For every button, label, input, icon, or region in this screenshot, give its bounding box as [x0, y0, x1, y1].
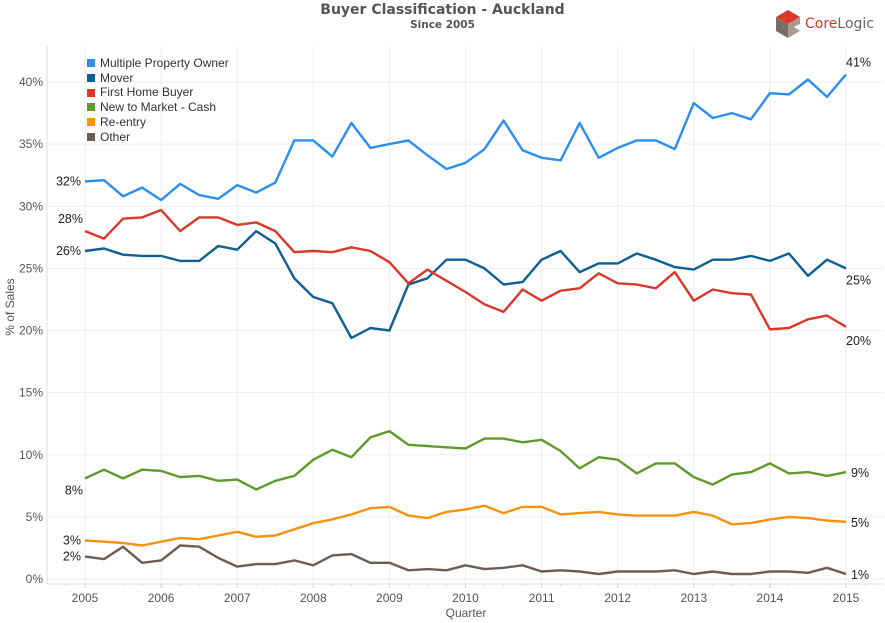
end-labels: 32% 41% 26% 25% 28% 20% 8% 9% 3% 5% 2% 1%	[56, 56, 871, 582]
legend-item-multiple-property-owner: Multiple Property Owner	[87, 56, 229, 71]
legend-item-first-home-buyer: First Home Buyer	[87, 85, 229, 100]
series-lines	[84, 73, 847, 576]
y-axis-title: % of Sales	[3, 278, 17, 335]
x-tick-label: 2011	[529, 591, 555, 605]
x-tick-label: 2006	[148, 591, 175, 605]
start-label-new-to-market-cash: 8%	[65, 483, 83, 497]
y-tick-label: 5%	[26, 510, 44, 524]
y-tick-label: 20%	[19, 324, 43, 338]
legend: Multiple Property Owner Mover First Home B…	[87, 56, 229, 144]
y-tick-label: 25%	[19, 261, 43, 275]
legend-swatch-new-to-market-cash	[87, 103, 95, 112]
x-tick-label: 2005	[72, 591, 99, 605]
x-tick-label: 2007	[224, 591, 251, 605]
y-tick-label: 40%	[19, 75, 43, 89]
legend-swatch-other	[87, 132, 95, 141]
x-tick-label: 2015	[833, 591, 860, 605]
legend-label: New to Market - Cash	[100, 100, 217, 115]
legend-swatch-mover	[87, 74, 95, 83]
legend-item-mover: Mover	[87, 71, 229, 86]
y-tick-label: 15%	[19, 386, 43, 400]
legend-swatch-re-entry	[87, 118, 95, 127]
legend-item-other: Other	[87, 130, 229, 145]
legend-swatch-first-home-buyer	[87, 88, 95, 97]
axes: 2005 2006 2007 2008 2009 2010 2011 2012 2013 2014…	[19, 46, 884, 605]
start-label-multiple-property-owner: 32%	[56, 174, 81, 188]
end-label-other: 1%	[851, 568, 869, 582]
legend-label: First Home Buyer	[100, 85, 194, 100]
grid	[47, 46, 884, 584]
legend-label: Multiple Property Owner	[100, 56, 229, 70]
corelogic-logo: CoreLogic	[773, 8, 883, 40]
x-tick-label: 2010	[452, 591, 479, 605]
end-label-new-to-market-cash: 9%	[851, 466, 869, 480]
y-tick-label: 0%	[26, 572, 44, 586]
end-label-mover: 25%	[846, 273, 871, 287]
x-tick-label: 2014	[757, 591, 784, 605]
legend-item-re-entry: Re-entry	[87, 115, 229, 130]
logo-text-logic: Logic	[837, 16, 874, 32]
chart-title: Buyer Classification - Auckland	[320, 2, 565, 18]
start-label-first-home-buyer: 28%	[58, 212, 83, 226]
start-label-re-entry: 3%	[63, 533, 81, 547]
x-axis-title: Quarter	[446, 606, 487, 620]
x-tick-label: 2008	[300, 591, 327, 605]
logo-text: CoreLogic	[805, 16, 874, 32]
logo-cube-icon	[776, 10, 800, 38]
y-tick-label: 35%	[19, 137, 43, 151]
chart-subtitle: Since 2005	[410, 19, 475, 31]
logo-text-core: Core	[805, 16, 838, 32]
legend-swatch-multiple-property-owner	[87, 59, 95, 68]
x-tick-label: 2009	[376, 591, 403, 605]
start-label-mover: 26%	[56, 244, 81, 258]
legend-label: Mover	[100, 70, 134, 85]
legend-item-new-to-market-cash: New to Market - Cash	[87, 100, 229, 115]
legend-label: Re-entry	[100, 114, 147, 129]
x-tick-label: 2013	[680, 591, 707, 605]
end-label-first-home-buyer: 20%	[846, 334, 871, 348]
end-label-multiple-property-owner: 41%	[846, 56, 871, 70]
y-tick-label: 10%	[19, 448, 43, 462]
legend-label: Other	[100, 129, 131, 144]
end-label-re-entry: 5%	[851, 516, 869, 530]
x-tick-label: 2012	[604, 591, 631, 605]
start-label-other: 2%	[63, 550, 81, 564]
y-tick-label: 30%	[19, 199, 43, 213]
